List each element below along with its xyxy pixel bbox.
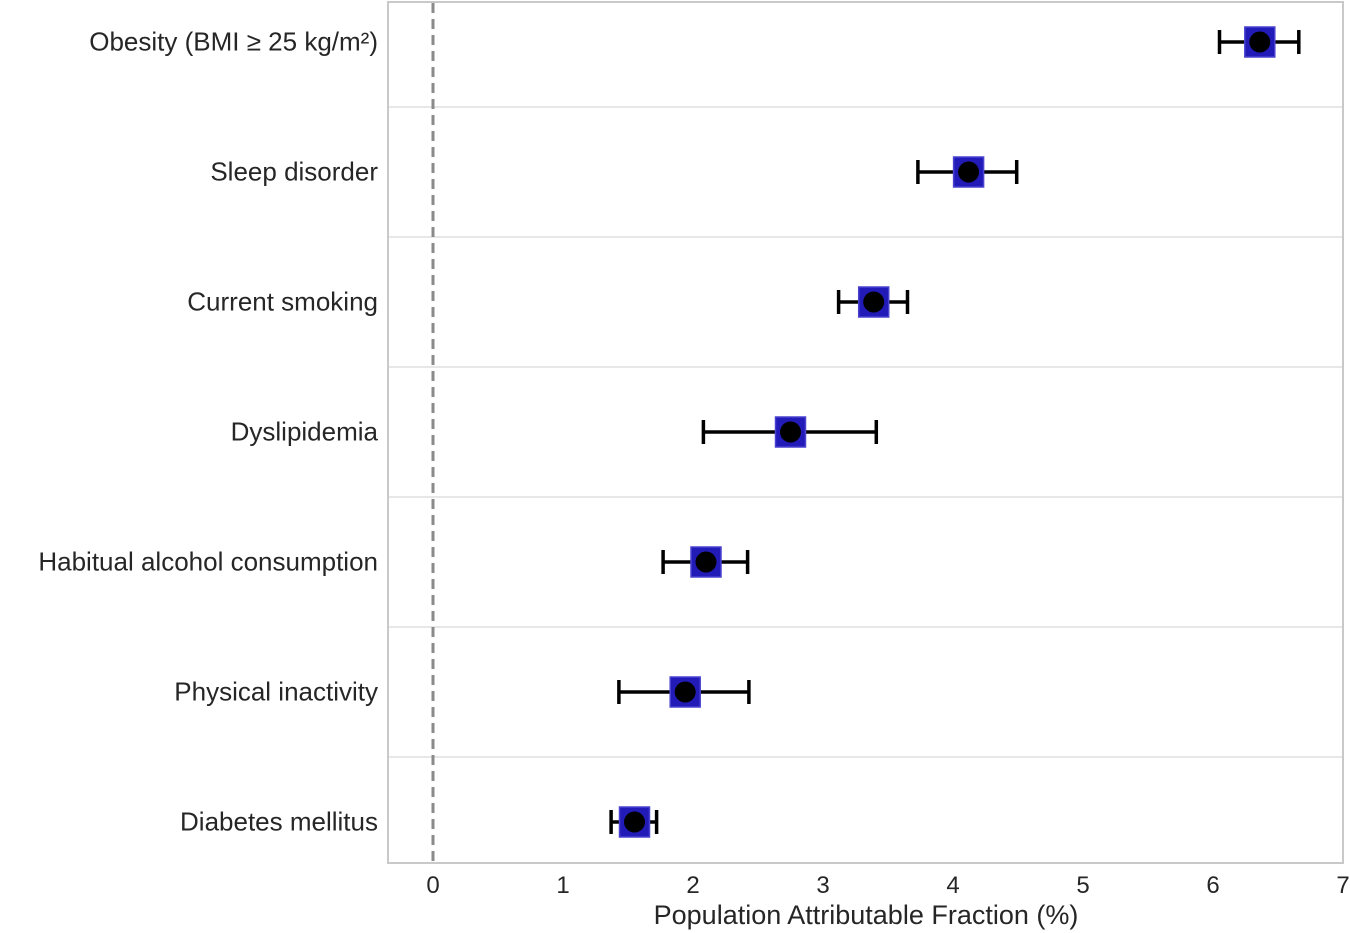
point-marker-dot xyxy=(958,161,980,183)
x-axis-title: Population Attributable Fraction (%) xyxy=(653,900,1079,930)
point-marker-dot xyxy=(1249,31,1271,53)
category-label-physical-inactivity: Physical inactivity xyxy=(174,676,378,707)
x-tick-6: 6 xyxy=(1206,872,1220,899)
plot-spines xyxy=(387,1,1344,864)
x-tick-4: 4 xyxy=(946,872,960,899)
point-marker-dot xyxy=(863,291,885,313)
point-marker-dot xyxy=(674,681,696,703)
category-label-dyslipidemia: Dyslipidemia xyxy=(230,416,378,447)
category-label-diabetes: Diabetes mellitus xyxy=(180,806,378,837)
point-marker-dot xyxy=(695,551,717,573)
x-tick-0: 0 xyxy=(426,872,440,899)
category-label-alcohol: Habitual alcohol consumption xyxy=(38,546,378,577)
x-tick-3: 3 xyxy=(816,872,830,899)
category-label-sleep-disorder: Sleep disorder xyxy=(210,156,378,187)
x-tick-2: 2 xyxy=(686,872,700,899)
point-marker-dot xyxy=(780,421,801,443)
x-tick-1: 1 xyxy=(556,872,570,899)
x-tick-7: 7 xyxy=(1336,872,1350,899)
x-tick-5: 5 xyxy=(1076,872,1090,899)
category-label-current-smoking: Current smoking xyxy=(187,286,378,317)
point-marker-dot xyxy=(624,811,645,833)
category-label-obesity: Obesity (BMI ≥ 25 kg/m²) xyxy=(89,26,378,57)
